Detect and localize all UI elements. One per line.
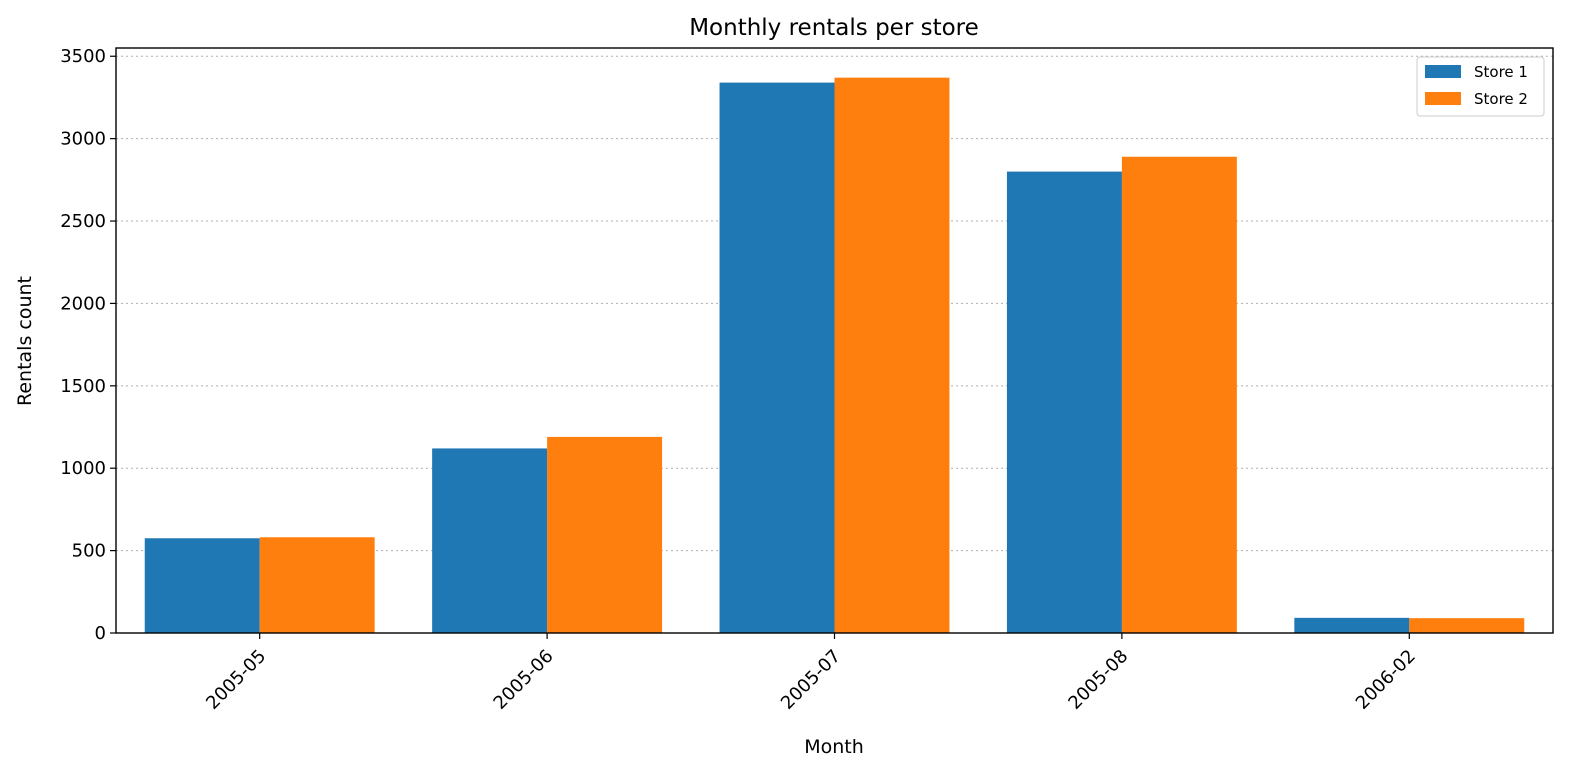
- legend-swatch: [1425, 65, 1461, 78]
- y-tick-label: 0: [95, 623, 106, 644]
- x-axis: 2005-05 2005-06 2005-07 2005-08 2006-02: [202, 633, 1420, 714]
- bar-store-1-2005-08: [1006, 171, 1122, 633]
- y-tick-label: 3500: [60, 46, 106, 67]
- bar-store-1-2006-02: [1294, 617, 1410, 633]
- bar-store-2-2005-07: [834, 77, 950, 633]
- bar-store-1-2005-05: [144, 538, 260, 633]
- legend-label: Store 1: [1474, 63, 1528, 81]
- bar-store-2-2006-02: [1409, 618, 1525, 633]
- y-tick-label: 1500: [60, 376, 106, 397]
- bars: [144, 77, 1525, 633]
- y-tick-label: 500: [72, 541, 106, 562]
- y-tick-label: 3000: [60, 129, 106, 150]
- y-axis-title: Rentals count: [14, 276, 36, 406]
- legend-swatch: [1425, 92, 1461, 105]
- x-tick-label: 2005-05: [202, 646, 270, 714]
- y-tick-label: 2000: [60, 293, 106, 314]
- bar-store-1-2005-07: [719, 82, 835, 633]
- legend: Store 1 Store 2: [1416, 56, 1545, 117]
- x-tick-label: 2005-06: [490, 646, 558, 714]
- x-tick-label: 2006-02: [1352, 646, 1420, 714]
- x-axis-title: Month: [804, 736, 864, 758]
- legend-label: Store 2: [1474, 90, 1528, 108]
- bar-store-2-2005-06: [547, 436, 663, 633]
- y-tick-label: 2500: [60, 211, 106, 232]
- y-axis: 0 500 1000 1500 2000 2500 3000 3500: [60, 46, 116, 644]
- bar-store-2-2005-05: [259, 537, 375, 633]
- chart-title: Monthly rentals per store: [689, 15, 979, 41]
- y-tick-label: 1000: [60, 458, 106, 479]
- bar-store-2-2005-08: [1121, 156, 1237, 633]
- x-tick-label: 2005-08: [1064, 646, 1132, 714]
- bar-store-1-2005-06: [432, 448, 548, 633]
- x-tick-label: 2005-07: [777, 646, 845, 714]
